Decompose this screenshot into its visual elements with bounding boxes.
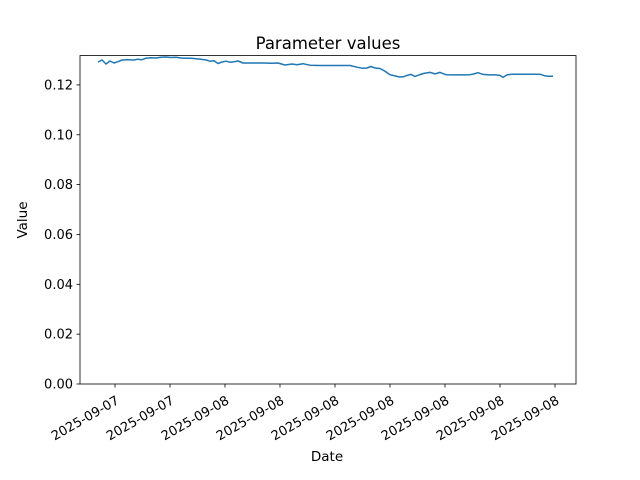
chart-title: Parameter values — [256, 34, 401, 53]
y-tick-label: 0.12 — [44, 78, 73, 93]
data-line — [97, 56, 553, 79]
x-axis-label: Date — [311, 449, 343, 465]
y-axis-label: Value — [15, 201, 31, 238]
y-tick-label: 0.10 — [44, 128, 73, 143]
plot-area — [79, 55, 577, 385]
y-tick-label: 0.00 — [44, 378, 73, 393]
y-ticks: 0.00 0.02 0.04 0.06 0.08 0.10 0.12 — [44, 78, 80, 393]
y-tick-label: 0.02 — [44, 328, 73, 343]
y-tick-label: 0.08 — [44, 178, 73, 193]
y-tick-label: 0.04 — [44, 278, 73, 293]
y-tick-label: 0.06 — [44, 228, 73, 243]
